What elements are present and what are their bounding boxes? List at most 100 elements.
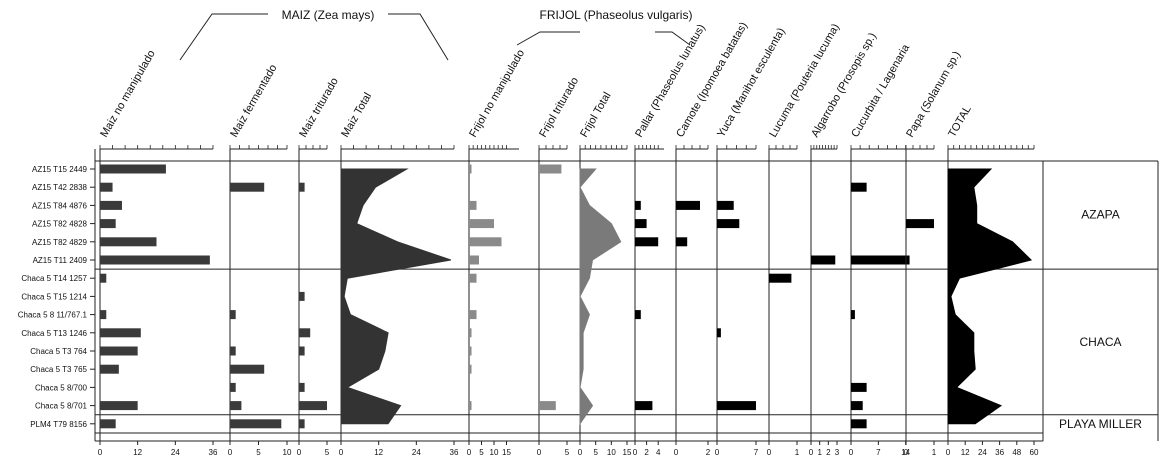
zone-label-azapa: AZAPA <box>1081 208 1119 222</box>
bar-frijol-no-manipulado <box>469 346 472 356</box>
bar-frijol-no-manipulado <box>469 273 477 283</box>
axis-tick-label: 5 <box>593 448 598 457</box>
track-maiz-no-manipulado: 0 12 24 36 <box>98 145 218 457</box>
axis-tick-label: 0 <box>297 448 302 457</box>
bar-maiz-fermentado <box>230 346 236 356</box>
group-title-frijol: FRIJOL (Phaseolus vulgaris) <box>540 8 693 22</box>
column-header-frijol-no-manipulado: Frijol no manipulado <box>467 48 527 140</box>
bar-maiz-triturado <box>299 419 305 429</box>
bar-maiz-no-manipulado <box>100 401 138 411</box>
track-maiz-fermentado: 0 5 10 <box>228 145 292 457</box>
axis-tick-label: 36 <box>450 448 459 457</box>
bar-pallar-phaseolus-lunatus <box>635 200 641 210</box>
bar-papa-solanum-sp <box>906 219 934 229</box>
column-header-frijol-triturado: Frijol triturado <box>537 75 581 139</box>
axis-tick-label: 0 <box>467 448 472 457</box>
axis-tick-label: 0 <box>228 448 233 457</box>
bar-frijol-no-manipulado <box>469 237 502 247</box>
sample-label: Chaca 5 8 11/767.1 <box>18 311 88 320</box>
axis-tick-label: 2 <box>826 448 831 457</box>
column-header-pallar-phaseolus-lunatus: Pallar (Phaseolus lunatus) <box>633 22 708 139</box>
bar-maiz-triturado <box>299 291 305 301</box>
axis-tick-label: 0 <box>849 448 854 457</box>
axis-tick-label: 10 <box>283 448 292 457</box>
axis-tick-label: 0 <box>904 448 909 457</box>
area-frijol-total <box>579 168 622 426</box>
column-header-camote-ipomoea-batatas: Camote (Ipomoea batatas) <box>674 20 750 139</box>
axis-tick-label: 10 <box>490 448 499 457</box>
axis-tick-label: 15 <box>623 448 632 457</box>
bar-frijol-no-manipulado <box>469 328 472 338</box>
bar-frijol-no-manipulado <box>469 255 479 265</box>
sample-label: Chaca 5 T14 1257 <box>21 274 87 283</box>
axis-tick-label: 36 <box>995 448 1004 457</box>
bar-maiz-triturado <box>299 382 305 392</box>
bar-maiz-triturado <box>299 346 305 356</box>
bar-yuca-manihot-esculenta <box>717 401 756 411</box>
bar-frijol-no-manipulado <box>469 364 472 374</box>
bar-maiz-fermentado <box>230 382 236 392</box>
group-bracket-maiz-right <box>388 13 449 61</box>
axis-tick-label: 0 <box>715 448 720 457</box>
axis-tick-label: 0 <box>578 448 583 457</box>
zone-labels: AZAPA CHACA PLAYA MILLER <box>1059 208 1142 431</box>
axis-tick-label: 36 <box>209 448 218 457</box>
sample-label: Chaca 5 T3 765 <box>30 365 87 374</box>
bar-frijol-no-manipulado <box>469 164 472 174</box>
bar-frijol-no-manipulado <box>469 200 477 210</box>
sample-label: AZ15 T15 2449 <box>32 165 88 174</box>
bar-frijol-triturado <box>539 401 556 411</box>
bar-cucurbita-lagenaria <box>851 310 855 320</box>
column-header-frijol-total: Frijol Total <box>578 90 613 139</box>
area-total <box>947 168 1033 425</box>
sample-label: AZ15 T84 4876 <box>32 201 88 210</box>
group-title-maiz: MAIZ (Zea mays) <box>282 8 375 22</box>
bar-maiz-no-manipulado <box>100 237 157 247</box>
bar-cucurbita-lagenaria <box>851 401 863 411</box>
bar-frijol-no-manipulado <box>469 219 494 229</box>
area-maiz-total <box>340 168 452 425</box>
axis-tick-label: 1 <box>795 448 800 457</box>
axis-tick-label: 7 <box>876 448 881 457</box>
sample-label: AZ15 T82 4829 <box>32 238 88 247</box>
axis-tick-label: 1 <box>817 448 822 457</box>
sample-label: AZ15 T11 2409 <box>33 256 88 265</box>
bar-pallar-phaseolus-lunatus <box>635 310 641 320</box>
group-bracket-maiz-left <box>179 13 268 61</box>
bar-cucurbita-lagenaria <box>851 255 910 265</box>
axis-tick-label: 1 <box>932 448 937 457</box>
axis-tick-label: 0 <box>809 448 814 457</box>
bar-maiz-no-manipulado <box>100 328 141 338</box>
chart-frame <box>94 149 1159 442</box>
bar-maiz-fermentado <box>230 182 265 192</box>
bar-frijol-triturado <box>539 164 562 174</box>
bar-maiz-fermentado <box>230 310 236 320</box>
bar-cucurbita-lagenaria <box>851 182 867 192</box>
axis-tick-label: 2 <box>706 448 711 457</box>
group-bracket-frijol-right <box>655 31 691 46</box>
bar-algarrobo-prosopis-sp <box>811 255 836 265</box>
axis-tick-label: 48 <box>1012 448 1021 457</box>
bar-yuca-manihot-esculenta <box>717 200 734 210</box>
axis-tick-label: 0 <box>946 448 951 457</box>
axis-tick-label: 4 <box>656 448 661 457</box>
sample-label: PLM4 T79 8156 <box>30 420 87 429</box>
track-maiz-total: 0 12 24 36 <box>339 145 459 457</box>
axis-tick-label: 5 <box>565 448 570 457</box>
track-frijol-no-manipulado: 0 5 10 15 <box>467 145 519 457</box>
bar-maiz-no-manipulado <box>100 364 119 374</box>
bar-camote-ipomoea-batatas <box>676 237 688 247</box>
axis-tick-label: 0 <box>674 448 679 457</box>
bar-maiz-no-manipulado <box>100 164 166 174</box>
zone-label-playa-miller: PLAYA MILLER <box>1059 417 1142 431</box>
axis-tick-label: 60 <box>1030 448 1039 457</box>
column-headers: Maiz no manipulado Maiz fermentado Maiz tr… <box>98 8 974 140</box>
bar-maiz-triturado <box>299 328 311 338</box>
bar-maiz-no-manipulado <box>100 346 138 356</box>
bar-maiz-fermentado <box>230 419 282 429</box>
